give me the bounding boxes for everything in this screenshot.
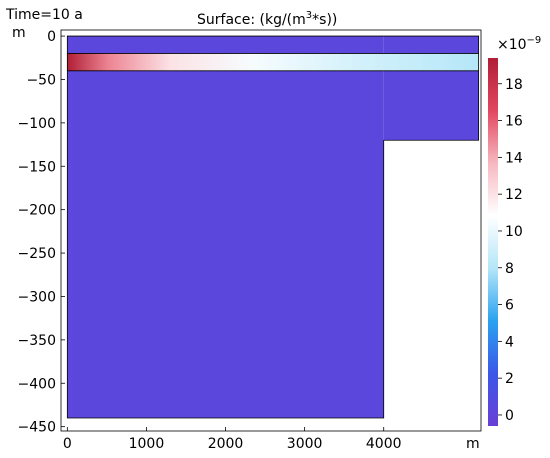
high-value-layer bbox=[67, 53, 479, 71]
y-tick-label: −450 bbox=[18, 420, 56, 436]
y-tick-label: −250 bbox=[18, 246, 56, 262]
domain-region-2 bbox=[383, 36, 479, 141]
domain-region-1 bbox=[67, 36, 384, 418]
colorbar-tick-label: 6 bbox=[505, 298, 514, 314]
y-axis-ticks: 0 −50 −100 −150 −200 −250 −300 −350 −400 −450 bbox=[18, 29, 65, 436]
colorbar-multiplier: ×10−9 bbox=[497, 35, 541, 53]
x-tick-label: 1000 bbox=[129, 436, 165, 452]
x-tick-label: 3000 bbox=[287, 436, 323, 452]
y-tick-label: −300 bbox=[18, 289, 56, 305]
y-tick-label: 0 bbox=[47, 29, 56, 45]
colorbar-multiplier-base: ×10 bbox=[497, 37, 527, 53]
x-tick-label: 2000 bbox=[208, 436, 244, 452]
plot-area bbox=[66, 35, 480, 419]
y-tick-label: −50 bbox=[26, 72, 56, 88]
colorbar bbox=[488, 58, 498, 426]
domain-outline bbox=[66, 35, 480, 419]
colorbar-tick-label: 0 bbox=[505, 408, 514, 424]
colorbar-tick-label: 16 bbox=[505, 114, 523, 130]
colorbar-multiplier-exp: −9 bbox=[527, 35, 542, 46]
colorbar-tick-label: 18 bbox=[505, 77, 523, 93]
colorbar-tick-label: 10 bbox=[505, 224, 523, 240]
colorbar-tick-label: 2 bbox=[505, 371, 514, 387]
y-tick-label: −350 bbox=[18, 333, 56, 349]
colorbar-tick-label: 8 bbox=[505, 261, 514, 277]
chart-title-suffix: *s)) bbox=[312, 12, 337, 28]
chart-title-prefix: Surface: (kg/(m bbox=[197, 12, 306, 28]
y-tick-label: −100 bbox=[18, 116, 56, 132]
chart-title: Surface: (kg/(m3*s)) bbox=[197, 10, 337, 28]
chart-title-sup: 3 bbox=[306, 10, 312, 21]
y-tick-label: −400 bbox=[18, 376, 56, 392]
y-axis-unit-label: m bbox=[12, 25, 26, 41]
y-tick-label: −150 bbox=[18, 159, 56, 175]
x-tick-label: 0 bbox=[63, 436, 72, 452]
time-label: Time=10 a bbox=[5, 7, 83, 23]
colorbar-tick-label: 12 bbox=[505, 187, 523, 203]
x-axis-unit-label: m bbox=[466, 436, 480, 452]
x-tick-label: 4000 bbox=[366, 436, 402, 452]
x-axis-ticks: 0 1000 2000 3000 4000 bbox=[63, 427, 402, 452]
y-tick-label: −200 bbox=[18, 203, 56, 219]
colorbar-ticks: 18 16 14 12 10 8 6 4 2 0 bbox=[498, 77, 523, 424]
colorbar-tick-label: 4 bbox=[505, 334, 514, 350]
colorbar-tick-label: 14 bbox=[505, 150, 523, 166]
